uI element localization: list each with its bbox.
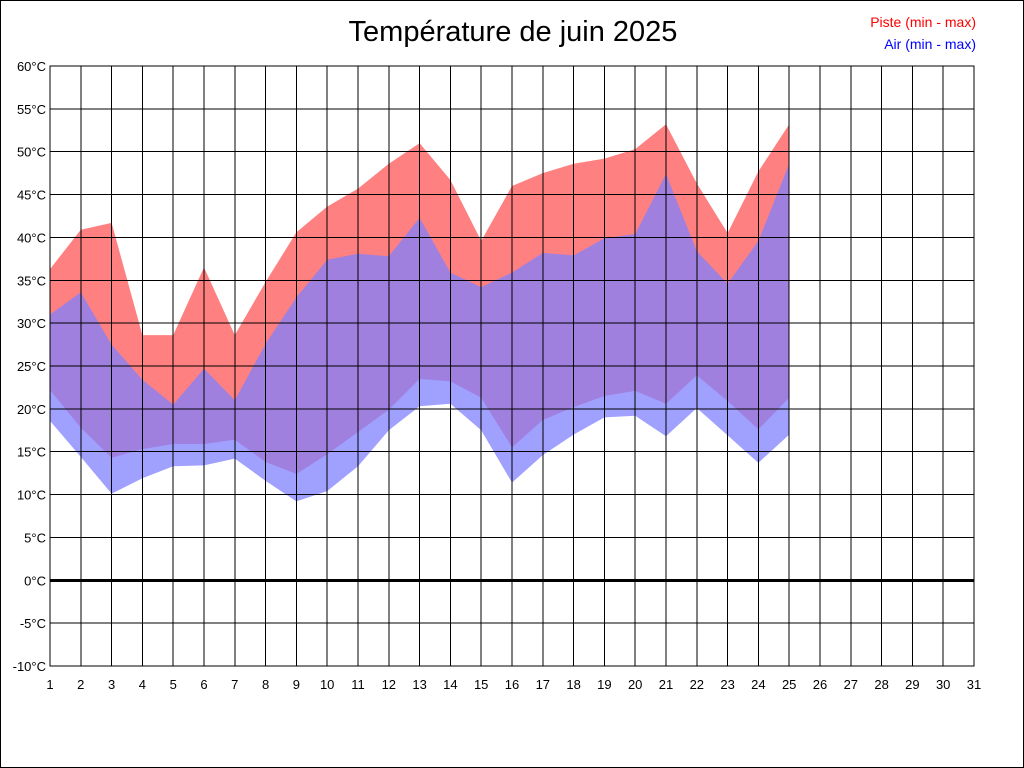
x-tick-label: 7 <box>231 677 238 692</box>
x-tick-label: 26 <box>813 677 827 692</box>
y-tick-label: 0°C <box>24 573 46 588</box>
x-tick-label: 14 <box>443 677 457 692</box>
y-tick-label: 20°C <box>17 402 46 417</box>
x-tick-label: 28 <box>874 677 888 692</box>
y-tick-label: 40°C <box>17 230 46 245</box>
x-tick-label: 22 <box>690 677 704 692</box>
x-tick-label: 13 <box>412 677 426 692</box>
x-tick-label: 29 <box>905 677 919 692</box>
x-tick-label: 6 <box>200 677 207 692</box>
x-tick-label: 20 <box>628 677 642 692</box>
y-tick-label: 15°C <box>17 445 46 460</box>
x-tick-label: 10 <box>320 677 334 692</box>
y-tick-label: 45°C <box>17 188 46 203</box>
x-tick-label: 9 <box>293 677 300 692</box>
x-tick-label: 3 <box>108 677 115 692</box>
plot-border <box>49 65 975 667</box>
x-tick-label: 5 <box>170 677 177 692</box>
x-tick-label: 12 <box>382 677 396 692</box>
legend-piste: Piste (min - max) <box>870 14 976 30</box>
x-tick-label: 15 <box>474 677 488 692</box>
x-tick-label: 2 <box>77 677 84 692</box>
y-tick-label: 35°C <box>17 273 46 288</box>
x-tick-label: 18 <box>566 677 580 692</box>
y-tick-label: -5°C <box>20 616 46 631</box>
chart-title: Température de juin 2025 <box>348 16 678 48</box>
x-tick-label: 1 <box>46 677 53 692</box>
y-tick-label: -10°C <box>13 659 46 674</box>
y-tick-label: 10°C <box>17 488 46 503</box>
x-tick-label: 19 <box>597 677 611 692</box>
x-tick-label: 8 <box>262 677 269 692</box>
x-tick-label: 17 <box>536 677 550 692</box>
x-tick-label: 21 <box>659 677 673 692</box>
x-tick-label: 31 <box>967 677 981 692</box>
x-tick-label: 11 <box>351 677 365 692</box>
y-tick-label: 55°C <box>17 102 46 117</box>
x-tick-label: 27 <box>844 677 858 692</box>
y-tick-label: 50°C <box>17 145 46 160</box>
y-tick-label: 5°C <box>24 530 46 545</box>
x-tick-label: 4 <box>139 677 146 692</box>
legend-air: Air (min - max) <box>884 36 976 52</box>
x-tick-label: 23 <box>720 677 734 692</box>
y-tick-label: 60°C <box>17 59 46 74</box>
x-tick-label: 25 <box>782 677 796 692</box>
x-tick-label: 16 <box>505 677 519 692</box>
y-tick-label: 30°C <box>17 316 46 331</box>
y-tick-label: 25°C <box>17 359 46 374</box>
x-tick-label: 24 <box>751 677 765 692</box>
x-tick-label: 30 <box>936 677 950 692</box>
